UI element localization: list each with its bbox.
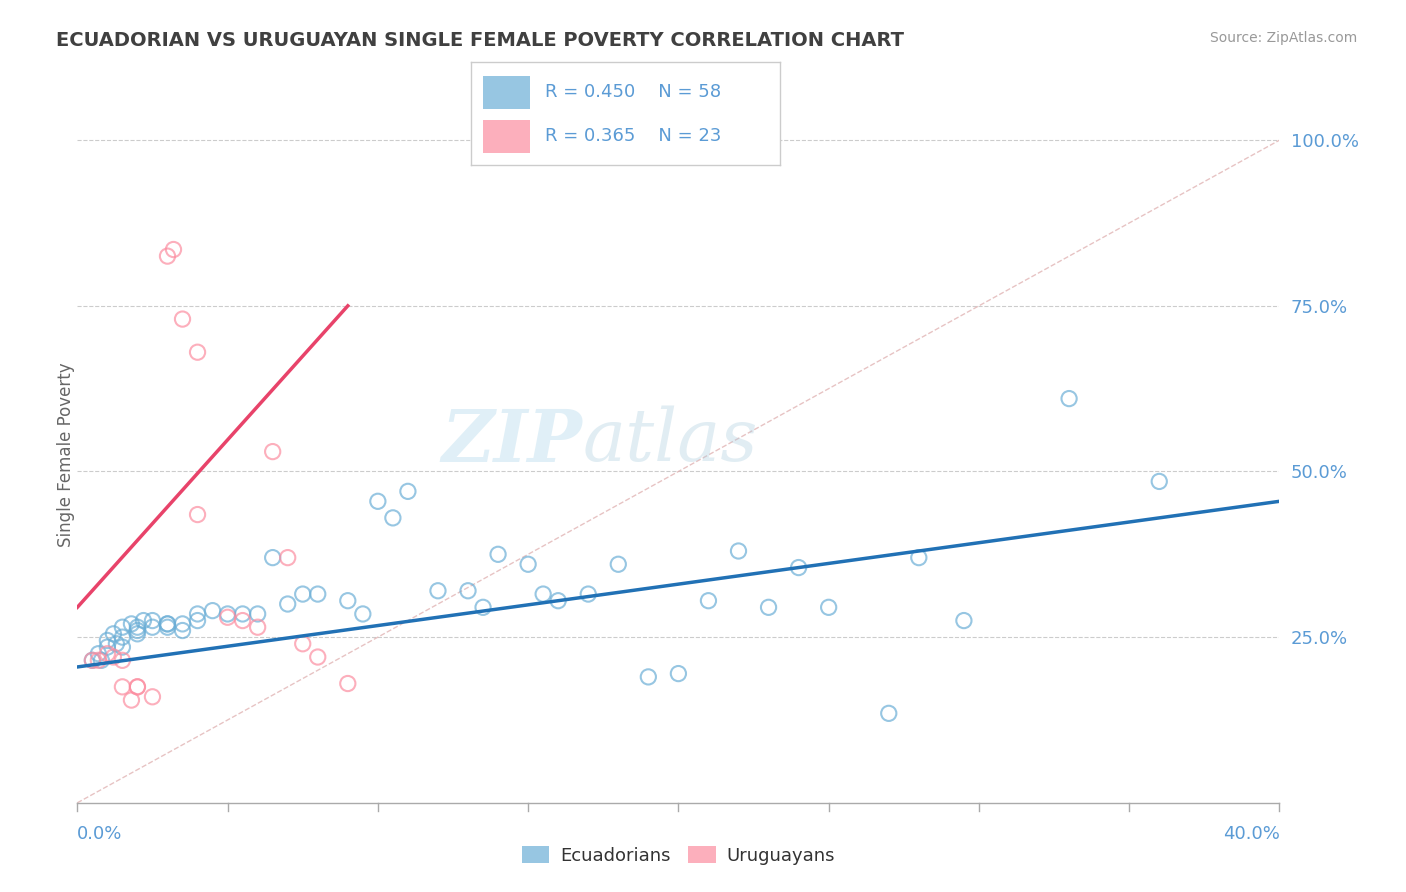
Point	[697, 593, 720, 607]
Point	[953, 614, 976, 628]
Text: atlas: atlas	[582, 406, 758, 476]
Point	[547, 593, 569, 607]
Point	[352, 607, 374, 621]
Point	[172, 616, 194, 631]
Point	[156, 616, 179, 631]
Point	[787, 560, 810, 574]
Point	[111, 653, 134, 667]
Point	[132, 614, 155, 628]
Text: ECUADORIAN VS URUGUAYAN SINGLE FEMALE POVERTY CORRELATION CHART: ECUADORIAN VS URUGUAYAN SINGLE FEMALE PO…	[56, 31, 904, 50]
Point	[96, 647, 118, 661]
Point	[127, 680, 149, 694]
Point	[232, 614, 254, 628]
Point	[381, 511, 404, 525]
Bar	[484, 76, 530, 109]
Point	[172, 312, 194, 326]
Point	[82, 653, 104, 667]
Point	[103, 627, 125, 641]
Point	[232, 607, 254, 621]
Point	[156, 620, 179, 634]
Point	[262, 550, 284, 565]
Text: 40.0%: 40.0%	[1223, 825, 1279, 843]
Point	[127, 680, 149, 694]
Point	[172, 624, 194, 638]
Point	[291, 587, 314, 601]
Text: 0.0%: 0.0%	[77, 825, 122, 843]
Point	[277, 550, 299, 565]
Point	[1149, 475, 1171, 489]
Point	[908, 550, 931, 565]
Point	[758, 600, 780, 615]
Point	[336, 676, 359, 690]
Point	[1057, 392, 1080, 406]
Point	[111, 630, 134, 644]
Point	[111, 640, 134, 654]
Text: ZIP: ZIP	[441, 406, 582, 476]
Point	[162, 243, 184, 257]
Point	[472, 600, 495, 615]
Point	[82, 653, 104, 667]
Legend: Ecuadorians, Uruguayans: Ecuadorians, Uruguayans	[513, 838, 844, 874]
Point	[120, 693, 142, 707]
Point	[262, 444, 284, 458]
Point	[186, 345, 209, 359]
Point	[367, 494, 389, 508]
Point	[111, 620, 134, 634]
Point	[291, 637, 314, 651]
Point	[186, 508, 209, 522]
Point	[396, 484, 419, 499]
Point	[156, 249, 179, 263]
Text: R = 0.365    N = 23: R = 0.365 N = 23	[546, 128, 721, 145]
Point	[103, 650, 125, 665]
Point	[127, 624, 149, 638]
Point	[127, 627, 149, 641]
Point	[141, 690, 163, 704]
Bar	[484, 120, 530, 153]
Point	[246, 620, 269, 634]
Point	[427, 583, 450, 598]
Point	[486, 547, 509, 561]
Point	[607, 558, 630, 572]
Point	[637, 670, 659, 684]
Point	[96, 633, 118, 648]
Point	[336, 593, 359, 607]
Point	[96, 640, 118, 654]
Point	[141, 614, 163, 628]
Point	[531, 587, 554, 601]
Point	[201, 604, 224, 618]
Point	[517, 558, 540, 572]
Text: R = 0.450    N = 58: R = 0.450 N = 58	[546, 83, 721, 101]
Point	[141, 620, 163, 634]
Point	[87, 653, 110, 667]
Point	[111, 680, 134, 694]
Point	[277, 597, 299, 611]
Y-axis label: Single Female Poverty: Single Female Poverty	[58, 363, 75, 547]
Point	[246, 607, 269, 621]
Point	[186, 607, 209, 621]
Point	[90, 653, 112, 667]
Point	[457, 583, 479, 598]
Point	[576, 587, 599, 601]
Point	[186, 614, 209, 628]
Point	[156, 616, 179, 631]
Point	[105, 637, 128, 651]
Point	[217, 610, 239, 624]
Point	[307, 650, 329, 665]
Point	[120, 616, 142, 631]
Point	[877, 706, 900, 721]
Text: Source: ZipAtlas.com: Source: ZipAtlas.com	[1209, 31, 1357, 45]
Point	[307, 587, 329, 601]
Point	[127, 620, 149, 634]
Point	[727, 544, 749, 558]
Point	[817, 600, 839, 615]
Point	[668, 666, 690, 681]
Point	[217, 607, 239, 621]
Point	[87, 647, 110, 661]
